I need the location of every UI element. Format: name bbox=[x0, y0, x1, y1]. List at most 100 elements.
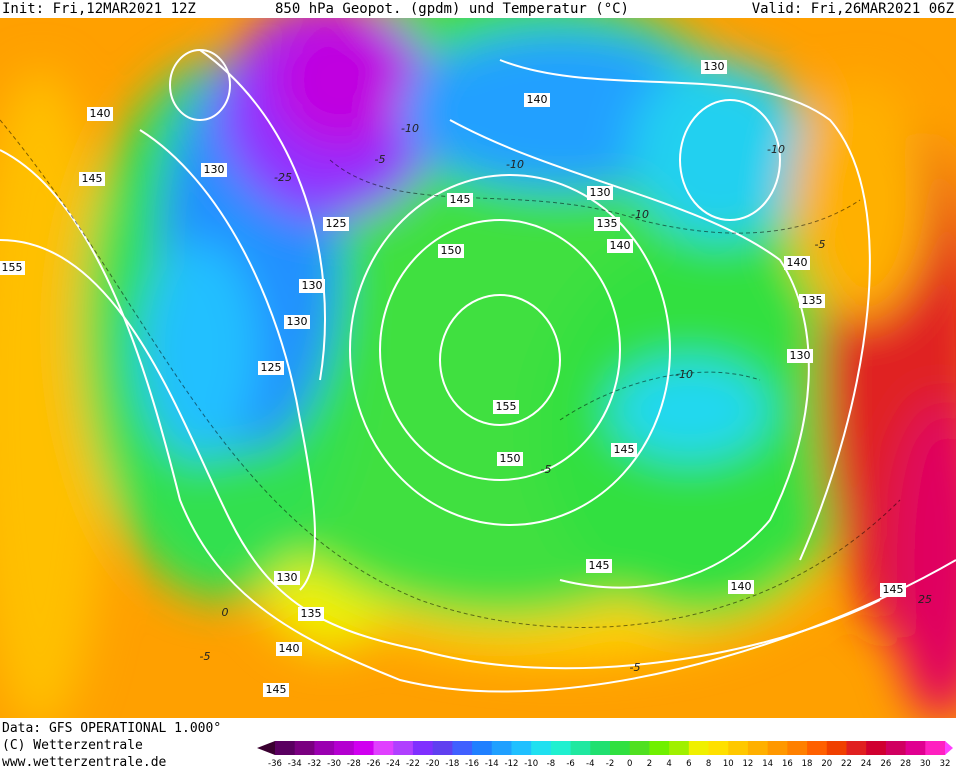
contour-label: 130 bbox=[704, 60, 725, 73]
scale-swatch bbox=[747, 741, 769, 755]
scale-label: -28 bbox=[347, 759, 361, 768]
scale-label: -2 bbox=[606, 759, 614, 768]
contour-label-box bbox=[284, 315, 310, 329]
scale-label: 20 bbox=[821, 759, 832, 768]
temperature-label: -10 bbox=[401, 122, 419, 135]
contour-label: 125 bbox=[261, 361, 282, 374]
scale-label: 8 bbox=[706, 759, 711, 768]
scale-swatch bbox=[373, 741, 394, 755]
scale-swatch bbox=[432, 741, 453, 755]
temperature-label: 0 bbox=[222, 606, 229, 619]
contour-label: 140 bbox=[279, 642, 300, 655]
scale-label: -36 bbox=[268, 759, 282, 768]
scale-label: 16 bbox=[782, 759, 793, 768]
contour-label: 140 bbox=[787, 256, 808, 269]
contour-label-box bbox=[438, 244, 464, 258]
contour-label: 135 bbox=[597, 217, 618, 230]
contour-label-box bbox=[594, 217, 620, 231]
contour-label-box bbox=[274, 571, 300, 585]
scale-swatch bbox=[610, 741, 631, 755]
scale-swatch bbox=[767, 741, 788, 755]
contour-label: 130 bbox=[790, 349, 811, 362]
valid-time: Valid: Fri,26MAR2021 06Z bbox=[752, 1, 954, 17]
scale-swatch bbox=[807, 741, 828, 755]
scale-swatch bbox=[452, 741, 473, 755]
contour-label: 130 bbox=[302, 279, 323, 292]
contour-label: 140 bbox=[731, 580, 752, 593]
scale-swatch bbox=[846, 741, 867, 755]
temperature-label: -10 bbox=[767, 143, 785, 156]
contour-label: 135 bbox=[802, 294, 823, 307]
scale-label: 18 bbox=[802, 759, 813, 768]
scale-swatch bbox=[708, 741, 729, 755]
contour-label-box bbox=[607, 239, 633, 253]
copyright: (C) Wetterzentrale bbox=[2, 738, 143, 753]
contour-label-box bbox=[728, 580, 754, 594]
contour-label-box bbox=[263, 683, 289, 697]
scale-label: 6 bbox=[686, 759, 691, 768]
contour-label-box bbox=[298, 607, 324, 621]
scale-label: 26 bbox=[880, 759, 891, 768]
contour-label-box bbox=[447, 193, 473, 207]
scale-swatch bbox=[649, 741, 670, 755]
scale-swatch bbox=[570, 741, 591, 755]
contour-label-box bbox=[701, 60, 727, 74]
contour-label-box bbox=[799, 294, 825, 308]
contour-label-box bbox=[201, 163, 227, 177]
contour-label-box bbox=[497, 452, 523, 466]
scale-swatch bbox=[491, 741, 512, 755]
scale-label: -24 bbox=[386, 759, 400, 768]
scale-label: -30 bbox=[327, 759, 341, 768]
scale-swatch bbox=[531, 741, 552, 755]
scale-swatch bbox=[905, 741, 926, 755]
scale-swatch bbox=[334, 741, 355, 755]
temperature-label: -10 bbox=[506, 158, 524, 171]
scale-swatch bbox=[866, 741, 887, 755]
scale-label: 4 bbox=[666, 759, 671, 768]
contour-label: 155 bbox=[2, 261, 23, 274]
scale-label: 0 bbox=[627, 759, 632, 768]
scale-label: -18 bbox=[445, 759, 459, 768]
website: www.wetterzentrale.de bbox=[2, 755, 167, 768]
contour-label-box bbox=[880, 583, 906, 597]
contour-label: 145 bbox=[450, 193, 471, 206]
scale-label: -20 bbox=[426, 759, 440, 768]
contour-label-box bbox=[276, 642, 302, 656]
header-bar bbox=[0, 0, 956, 18]
scale-swatch bbox=[393, 741, 414, 755]
contour-label-box bbox=[87, 107, 113, 121]
scale-label: -8 bbox=[547, 759, 555, 768]
scale-label: -4 bbox=[586, 759, 594, 768]
contour-label-box bbox=[493, 400, 519, 414]
contour-label-box bbox=[586, 559, 612, 573]
temperature-label: -5 bbox=[200, 650, 211, 663]
contour-label: 145 bbox=[614, 443, 635, 456]
contour-label: 145 bbox=[82, 172, 103, 185]
scale-label: -14 bbox=[485, 759, 499, 768]
contour-label-box bbox=[258, 361, 284, 375]
contour-label: 155 bbox=[496, 400, 517, 413]
scale-swatch bbox=[294, 741, 315, 755]
scale-label: -10 bbox=[524, 759, 538, 768]
scale-label: 2 bbox=[647, 759, 652, 768]
temperature-label: -10 bbox=[675, 368, 693, 381]
contour-label: 145 bbox=[883, 583, 904, 596]
contour-label: 130 bbox=[590, 186, 611, 199]
scale-swatch bbox=[728, 741, 749, 755]
isohypses bbox=[0, 49, 956, 693]
temperature-label: -5 bbox=[630, 661, 641, 674]
scale-label: 28 bbox=[900, 759, 911, 768]
temperature-label: -10 bbox=[631, 208, 649, 221]
scale-label: -12 bbox=[505, 759, 519, 768]
contour-label: 140 bbox=[527, 93, 548, 106]
scale-swatch bbox=[472, 741, 493, 755]
contour-label-box bbox=[524, 93, 550, 107]
scale-swatch bbox=[590, 741, 611, 755]
contour-label: 130 bbox=[277, 571, 298, 584]
scale-swatch bbox=[511, 741, 532, 755]
temperature-label: -25 bbox=[274, 171, 292, 184]
contour-label: 140 bbox=[610, 239, 631, 252]
scale-label: 30 bbox=[920, 759, 931, 768]
contour-label-box bbox=[784, 256, 810, 270]
